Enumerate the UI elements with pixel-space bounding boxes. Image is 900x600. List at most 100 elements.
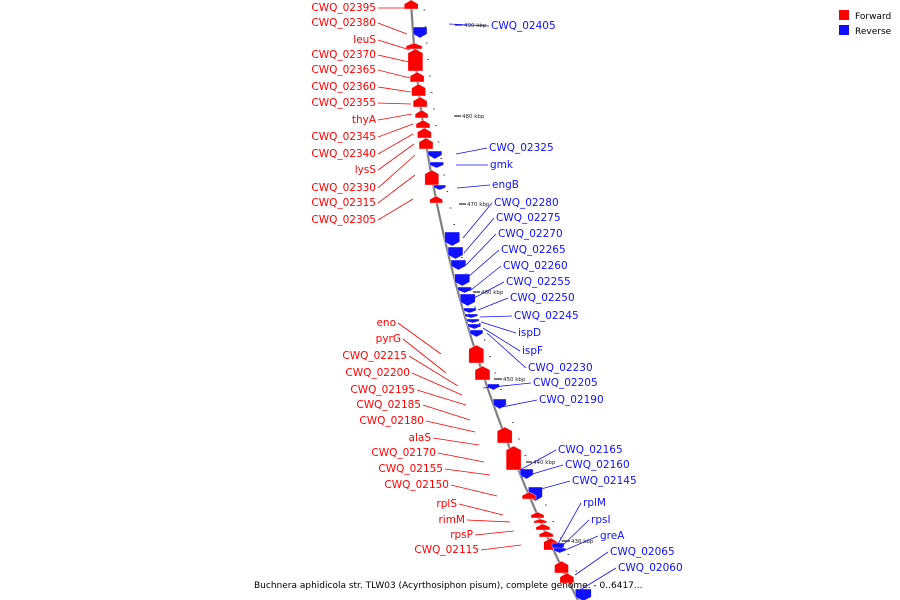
forward-gene-label[interactable]: CWQ_02150 (384, 479, 449, 491)
reverse-gene-block[interactable] (454, 273, 470, 287)
forward-gene-label[interactable]: CWQ_02380 (311, 17, 376, 29)
forward-gene-leader-line (422, 404, 471, 421)
reverse-gene-label[interactable]: CWQ_02160 (565, 459, 630, 471)
forward-gene-label[interactable]: leuS (353, 34, 376, 46)
reverse-gene-label[interactable]: rpsI (591, 514, 611, 526)
forward-gene-block[interactable] (554, 560, 569, 574)
forward-gene-block[interactable] (505, 445, 522, 471)
reverse-gene-leader-line (519, 449, 557, 471)
forward-gene-block[interactable] (429, 195, 443, 204)
forward-gene-block[interactable] (407, 48, 424, 72)
reverse-gene-label[interactable]: CWQ_02060 (618, 562, 683, 574)
reverse-gene-block[interactable] (464, 313, 478, 319)
forward-gene-block[interactable] (535, 523, 551, 531)
reverse-gene-label[interactable]: CWQ_02405 (491, 20, 556, 32)
reverse-gene-label[interactable]: CWQ_02265 (501, 244, 566, 256)
reverse-gene-label[interactable]: CWQ_02190 (539, 394, 604, 406)
reverse-gene-label[interactable]: CWQ_02205 (533, 377, 598, 389)
reverse-gene-label[interactable]: engB (492, 179, 519, 191)
forward-gene-block[interactable] (521, 491, 537, 500)
forward-gene-label[interactable]: CWQ_02170 (371, 447, 436, 459)
reverse-gene-block[interactable] (412, 26, 428, 39)
forward-gene-label[interactable]: CWQ_02360 (311, 81, 376, 93)
forward-gene-block[interactable] (411, 83, 426, 97)
reverse-gene-label[interactable]: CWQ_02325 (489, 142, 554, 154)
forward-gene-label[interactable]: CWQ_02330 (311, 182, 376, 194)
forward-gene-label[interactable]: CWQ_02200 (345, 367, 410, 379)
reverse-gene-block[interactable] (427, 150, 443, 160)
forward-gene-label[interactable]: CWQ_02185 (356, 399, 421, 411)
reverse-gene-label[interactable]: greA (600, 530, 625, 542)
forward-gene-block[interactable] (405, 42, 423, 50)
forward-gene-block[interactable] (468, 344, 484, 364)
forward-gene-label[interactable]: CWQ_02345 (311, 131, 376, 143)
forward-gene-leader-line (377, 123, 414, 138)
reverse-gene-block[interactable] (433, 184, 446, 191)
forward-gene-label[interactable]: CWQ_02180 (359, 415, 424, 427)
forward-gene-block[interactable] (533, 518, 547, 524)
forward-gene-label[interactable]: rpsP (450, 529, 473, 541)
reverse-gene-label[interactable]: CWQ_02245 (514, 310, 579, 322)
forward-gene-block[interactable] (412, 96, 428, 108)
forward-gene-label[interactable]: CWQ_02355 (311, 97, 376, 109)
reverse-gene-label[interactable]: CWQ_02250 (510, 292, 575, 304)
reverse-gene-label[interactable]: CWQ_02255 (506, 276, 571, 288)
reverse-gene-label[interactable]: CWQ_02230 (528, 362, 593, 374)
forward-gene-block[interactable] (538, 530, 554, 538)
forward-gene-label[interactable]: CWQ_02215 (342, 350, 407, 362)
forward-gene-block[interactable] (409, 71, 425, 83)
forward-gene-label[interactable]: rplS (436, 498, 457, 510)
forward-gene-label[interactable]: CWQ_02340 (311, 148, 376, 160)
reverse-gene-label[interactable]: CWQ_02065 (610, 546, 675, 558)
reverse-gene-block[interactable] (444, 231, 460, 247)
reverse-gene-label[interactable]: CWQ_02165 (558, 444, 623, 456)
forward-gene-label[interactable]: CWQ_02305 (311, 214, 376, 226)
forward-gene-label[interactable]: eno (376, 317, 396, 329)
reverse-gene-block[interactable] (457, 286, 472, 294)
reverse-gene-label[interactable]: rplM (583, 497, 606, 509)
forward-gene-label[interactable]: pyrG (376, 333, 401, 345)
reverse-gene-leader-line (521, 464, 564, 478)
reverse-gene-block[interactable] (450, 259, 467, 271)
forward-gene-block[interactable] (530, 511, 545, 519)
reverse-gene-block[interactable] (460, 293, 476, 307)
reverse-gene-block[interactable] (467, 323, 481, 330)
reverse-gene-block[interactable] (469, 329, 484, 338)
forward-gene-label[interactable]: alaS (409, 432, 432, 444)
forward-gene-label[interactable]: CWQ_02315 (311, 197, 376, 209)
forward-gene-leader-line (377, 22, 408, 35)
reverse-gene-block[interactable] (575, 588, 592, 600)
reverse-gene-label[interactable]: ispF (522, 345, 543, 357)
reverse-gene-label[interactable]: gmk (490, 159, 514, 171)
forward-gene-block[interactable] (424, 169, 439, 186)
forward-gene-leader-line (377, 198, 414, 221)
forward-gene-label[interactable]: rimM (438, 514, 465, 526)
forward-gene-label[interactable]: CWQ_02365 (311, 64, 376, 76)
reverse-gene-label[interactable]: CWQ_02260 (503, 260, 568, 272)
forward-gene-label[interactable]: CWQ_02195 (350, 384, 415, 396)
reverse-gene-label[interactable]: CWQ_02275 (496, 212, 561, 224)
forward-gene-label[interactable]: CWQ_02370 (311, 49, 376, 61)
reverse-gene-label[interactable]: ispD (518, 327, 541, 339)
forward-gene-block[interactable] (417, 127, 432, 139)
reverse-gene-block[interactable] (553, 547, 566, 554)
reverse-gene-block[interactable] (466, 318, 480, 324)
reverse-gene-label[interactable]: CWQ_02145 (572, 475, 637, 487)
reverse-gene-block[interactable] (429, 161, 444, 169)
reverse-gene-label[interactable]: CWQ_02270 (498, 228, 563, 240)
reverse-gene-block[interactable] (447, 246, 464, 260)
reverse-gene-block[interactable] (463, 307, 477, 314)
forward-gene-block[interactable] (497, 426, 513, 444)
reverse-gene-label[interactable]: CWQ_02280 (494, 197, 559, 209)
forward-gene-label[interactable]: CWQ_02155 (378, 463, 443, 475)
forward-gene-label[interactable]: CWQ_02115 (414, 544, 479, 556)
forward-gene-block[interactable] (414, 109, 429, 119)
forward-gene-label[interactable]: lysS (355, 164, 377, 176)
forward-gene-block[interactable] (415, 119, 431, 129)
forward-gene-label[interactable]: CWQ_02395 (311, 2, 376, 14)
forward-gene-block[interactable] (418, 137, 434, 150)
forward-gene-block[interactable] (559, 572, 575, 584)
forward-gene-block[interactable] (474, 365, 491, 381)
forward-gene-label[interactable]: thyA (352, 114, 377, 126)
forward-gene-block[interactable] (404, 0, 419, 10)
